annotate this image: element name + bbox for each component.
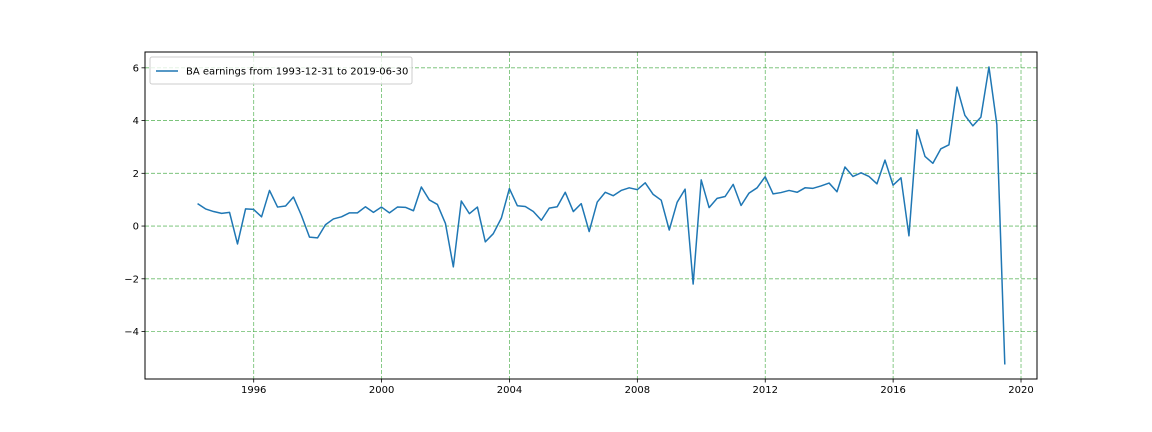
y-tick-label: −4 (124, 327, 139, 338)
x-tick-label: 1996 (241, 385, 266, 396)
y-tick-label: 0 (133, 222, 139, 233)
legend-label: BA earnings from 1993-12-31 to 2019-06-3… (186, 67, 408, 78)
legend: BA earnings from 1993-12-31 to 2019-06-3… (149, 56, 413, 85)
y-tick-label: −2 (124, 274, 139, 285)
x-tick-label: 2008 (625, 385, 650, 396)
series-lines (197, 66, 1006, 365)
x-tick-label: 2020 (1008, 385, 1033, 396)
plot-frame (144, 51, 1038, 380)
x-tick-label: 2000 (369, 385, 394, 396)
x-tick-label: 2004 (497, 385, 522, 396)
x-tick-label: 2016 (880, 385, 905, 396)
y-tick-label: 2 (133, 169, 139, 180)
y-tick-label: 4 (133, 116, 139, 127)
y-axis: −4 −2 0 2 4 6 (124, 63, 145, 338)
x-tick-label: 2012 (753, 385, 778, 396)
x-axis: 1996 2000 2004 2008 2012 2016 2020 (241, 379, 1034, 396)
y-tick-label: 6 (133, 63, 139, 74)
legend-box (149, 56, 413, 85)
series-line (197, 66, 1006, 365)
grid-lines (145, 52, 1037, 379)
